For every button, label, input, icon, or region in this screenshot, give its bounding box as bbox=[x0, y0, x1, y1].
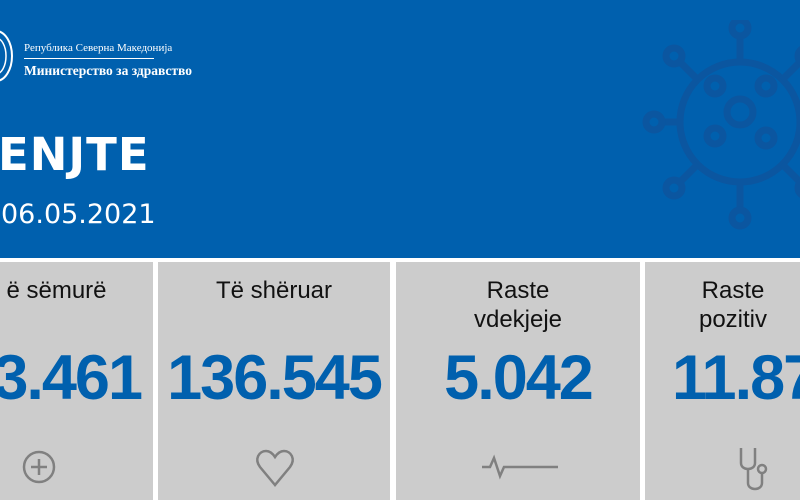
stat-card-active: ë sëmurë 3.461 bbox=[0, 262, 153, 500]
coat-of-arms-logo bbox=[0, 30, 13, 82]
stat-card-recovered: Të shëruar 136.545 bbox=[158, 262, 390, 500]
date-label: 06.05.2021 bbox=[1, 199, 156, 230]
republic-name: Република Северна Македонија bbox=[24, 42, 173, 54]
logo-divider bbox=[24, 58, 154, 59]
plus-circle-icon bbox=[22, 450, 56, 484]
card-value: 136.545 bbox=[167, 343, 383, 413]
card-label: Raste vdekjeje bbox=[396, 276, 640, 334]
card-label-line: vdekjeje bbox=[473, 306, 563, 333]
stat-card-positive: Raste pozitiv 11.87 bbox=[645, 262, 800, 500]
stat-card-deaths: Raste vdekjeje 5.042 bbox=[396, 262, 640, 500]
card-label-line: Raste bbox=[701, 277, 765, 304]
card-label: Raste pozitiv bbox=[645, 276, 800, 334]
card-label: Të shëruar bbox=[215, 277, 333, 304]
card-label-line: pozitiv bbox=[698, 306, 768, 333]
virus-icon bbox=[642, 20, 800, 230]
card-value: 5.042 bbox=[444, 343, 594, 413]
card-value: 3.461 bbox=[0, 343, 143, 413]
pulse-line-icon bbox=[482, 454, 558, 480]
card-label-line: Raste bbox=[486, 277, 550, 304]
card-value: 11.87 bbox=[672, 343, 800, 413]
ministry-name: Министерство за здравство bbox=[24, 63, 192, 78]
heart-icon bbox=[256, 449, 294, 487]
header-banner: Република Северна Македонија Министерств… bbox=[0, 0, 800, 258]
stethoscope-icon bbox=[739, 448, 768, 491]
day-title: ENJTE bbox=[0, 128, 150, 181]
card-label: ë sëmurë bbox=[6, 277, 107, 304]
